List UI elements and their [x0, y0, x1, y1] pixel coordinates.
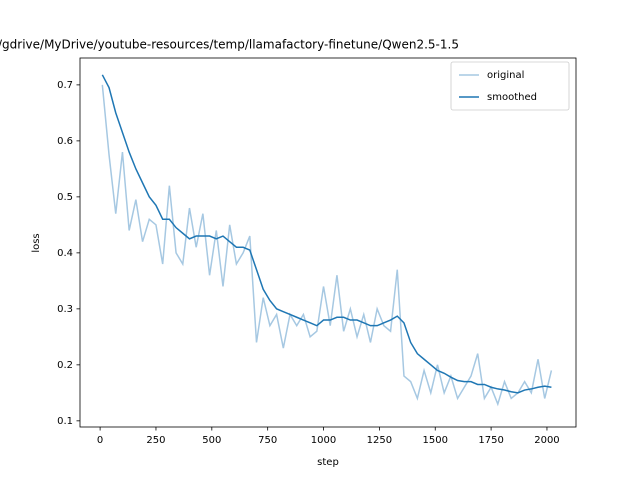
chart-title: /gdrive/MyDrive/youtube-resources/temp/l… — [0, 38, 459, 52]
x-tick-label: 750 — [258, 435, 277, 446]
y-tick-label: 0.2 — [57, 360, 73, 371]
y-tick-label: 0.1 — [57, 416, 73, 427]
x-tick-label: 0 — [97, 435, 103, 446]
legend-label: original — [487, 70, 524, 81]
legend-box — [450, 61, 570, 111]
line-series — [101, 74, 552, 394]
plot-frame — [79, 57, 577, 428]
x-tick-label: 2000 — [534, 435, 559, 446]
y-tick-label: 0.5 — [57, 192, 73, 203]
x-tick-label: 1000 — [311, 435, 336, 446]
y-tick-label: 0.7 — [57, 80, 73, 91]
y-axis-label: loss — [31, 233, 42, 252]
line-series — [101, 84, 553, 407]
x-tick-label: 1250 — [367, 435, 392, 446]
x-tick-label: 500 — [202, 435, 221, 446]
x-tick-label: 250 — [146, 435, 165, 446]
x-tick-label: 1750 — [478, 435, 503, 446]
legend-label: smoothed — [487, 92, 537, 103]
y-tick-label: 0.6 — [57, 136, 73, 147]
y-tick-label: 0.4 — [57, 248, 73, 259]
y-tick-label: 0.3 — [57, 304, 73, 315]
x-axis-label: step — [317, 457, 339, 468]
x-tick-label: 1500 — [423, 435, 448, 446]
